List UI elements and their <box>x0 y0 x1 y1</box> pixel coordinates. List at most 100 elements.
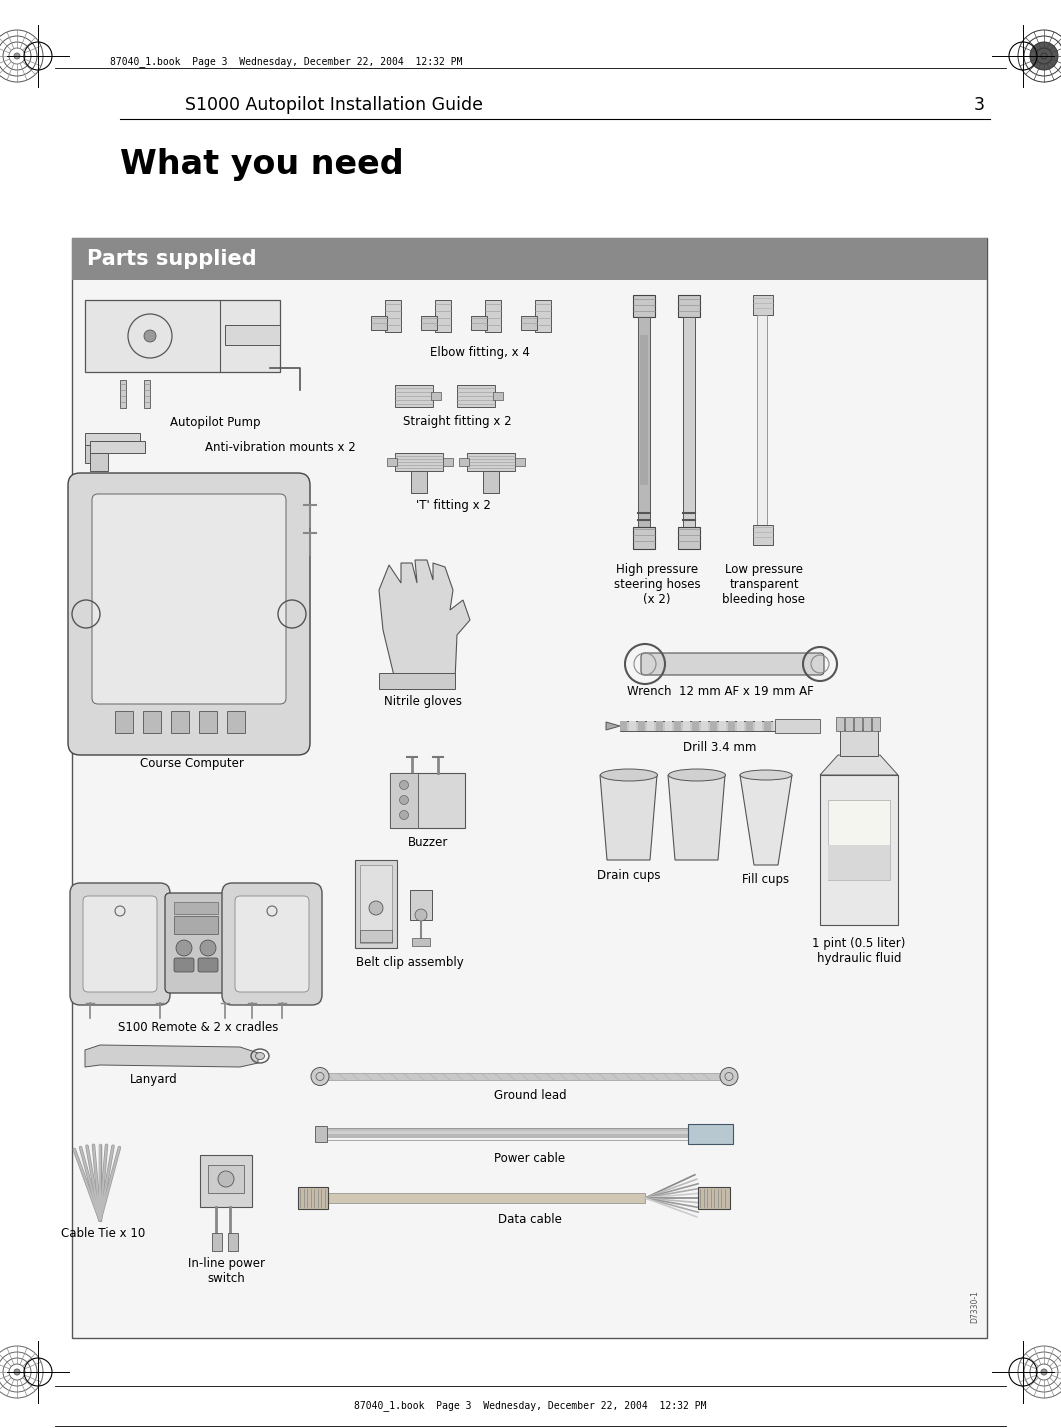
Bar <box>688 1124 733 1144</box>
Polygon shape <box>85 1045 258 1067</box>
Bar <box>755 721 762 731</box>
Circle shape <box>720 1068 738 1085</box>
Bar <box>395 386 433 407</box>
Circle shape <box>201 940 216 955</box>
Text: Autopilot Pump: Autopilot Pump <box>170 416 260 428</box>
Bar <box>782 721 789 731</box>
Bar <box>459 458 469 466</box>
Bar <box>845 717 853 731</box>
Polygon shape <box>820 755 898 775</box>
Bar <box>395 453 443 471</box>
FancyBboxPatch shape <box>174 958 194 972</box>
Bar <box>228 1232 238 1251</box>
Text: Wrench  12 mm AF x 19 mm AF: Wrench 12 mm AF x 19 mm AF <box>627 685 814 698</box>
Bar <box>535 300 551 331</box>
Bar <box>710 721 717 731</box>
Bar <box>683 721 690 731</box>
Text: Parts supplied: Parts supplied <box>87 248 257 268</box>
FancyBboxPatch shape <box>198 958 218 972</box>
Bar <box>753 526 773 545</box>
Bar <box>325 1128 705 1132</box>
Bar <box>692 721 699 731</box>
Text: Buzzer: Buzzer <box>407 835 448 850</box>
Bar <box>143 711 161 733</box>
Bar <box>421 316 437 330</box>
Text: 87040_1.book  Page 3  Wednesday, December 22, 2004  12:32 PM: 87040_1.book Page 3 Wednesday, December … <box>353 1401 707 1411</box>
Ellipse shape <box>601 770 658 781</box>
Bar <box>171 711 189 733</box>
Bar <box>355 860 397 948</box>
Circle shape <box>311 1068 329 1085</box>
Text: 3: 3 <box>974 96 985 114</box>
Bar <box>315 1127 327 1142</box>
Bar <box>647 721 654 731</box>
Bar <box>640 336 648 486</box>
Bar <box>656 721 663 731</box>
Ellipse shape <box>740 770 792 780</box>
Bar <box>863 717 871 731</box>
Circle shape <box>14 1369 20 1375</box>
Bar <box>854 717 862 731</box>
Bar <box>385 300 401 331</box>
Bar <box>360 930 392 942</box>
Text: Nitrile gloves: Nitrile gloves <box>384 695 462 708</box>
Bar <box>737 721 744 731</box>
Bar <box>483 471 499 493</box>
Bar <box>773 721 780 731</box>
Bar <box>325 1072 725 1080</box>
Bar <box>719 721 726 731</box>
Text: Cable Tie x 10: Cable Tie x 10 <box>60 1227 145 1240</box>
FancyBboxPatch shape <box>83 895 157 992</box>
Bar <box>325 1192 645 1202</box>
Bar <box>665 721 672 731</box>
Polygon shape <box>668 775 725 860</box>
Bar <box>298 1187 328 1210</box>
Bar <box>620 721 627 731</box>
Text: Anti-vibration mounts x 2: Anti-vibration mounts x 2 <box>205 441 355 454</box>
Circle shape <box>1041 1369 1047 1375</box>
Circle shape <box>14 53 20 59</box>
Bar <box>431 393 441 400</box>
Bar <box>387 458 397 466</box>
Text: 87040_1.book  Page 3  Wednesday, December 22, 2004  12:32 PM: 87040_1.book Page 3 Wednesday, December … <box>110 57 463 67</box>
Bar <box>764 721 771 731</box>
Ellipse shape <box>668 770 726 781</box>
Bar <box>379 673 455 688</box>
Bar <box>753 296 773 316</box>
Bar <box>620 721 815 731</box>
Bar <box>775 720 820 733</box>
Bar <box>227 711 245 733</box>
Circle shape <box>176 940 192 955</box>
Bar <box>678 527 700 548</box>
FancyBboxPatch shape <box>70 883 170 1005</box>
Bar <box>698 1187 730 1210</box>
Bar <box>467 453 515 471</box>
Bar <box>72 238 987 1338</box>
Bar <box>115 711 133 733</box>
Text: In-line power
switch: In-line power switch <box>188 1257 264 1285</box>
Bar <box>872 717 880 731</box>
Bar <box>828 845 890 880</box>
Bar <box>325 1131 705 1135</box>
Bar <box>120 380 126 408</box>
Bar <box>360 865 392 942</box>
Ellipse shape <box>256 1052 264 1060</box>
Text: Power cable: Power cable <box>494 1152 566 1165</box>
Circle shape <box>400 795 408 804</box>
Bar <box>85 446 103 463</box>
Circle shape <box>415 910 427 921</box>
Bar <box>412 938 430 945</box>
Bar <box>633 296 655 317</box>
Text: Low pressure
transparent
bleeding hose: Low pressure transparent bleeding hose <box>723 563 805 605</box>
Bar <box>85 433 140 446</box>
FancyBboxPatch shape <box>222 883 321 1005</box>
Bar <box>638 721 645 731</box>
Bar <box>638 317 650 527</box>
Text: Straight fitting x 2: Straight fitting x 2 <box>403 416 511 428</box>
Bar <box>144 380 150 408</box>
Bar <box>521 316 537 330</box>
Bar <box>90 441 145 453</box>
Bar <box>683 317 695 527</box>
Bar <box>746 721 753 731</box>
Text: S1000 Autopilot Installation Guide: S1000 Autopilot Installation Guide <box>185 96 483 114</box>
